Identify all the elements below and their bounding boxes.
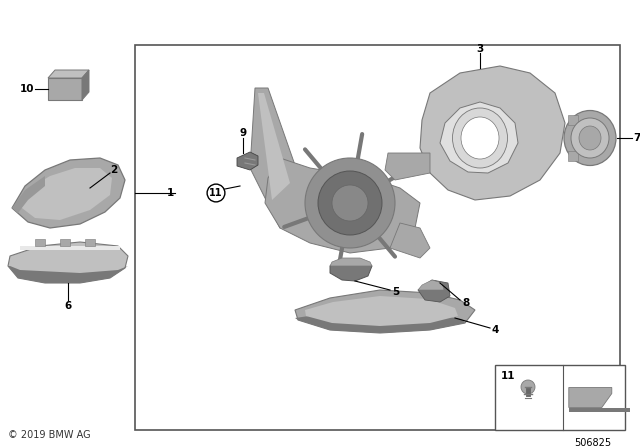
Polygon shape <box>390 223 430 258</box>
Polygon shape <box>82 70 89 100</box>
Circle shape <box>318 171 382 235</box>
Polygon shape <box>420 66 565 200</box>
Bar <box>85 239 95 246</box>
Polygon shape <box>237 152 258 170</box>
Circle shape <box>521 380 535 394</box>
Bar <box>135 45 620 430</box>
Text: © 2019 BMW AG: © 2019 BMW AG <box>8 430 91 440</box>
Bar <box>495 365 625 430</box>
Bar <box>20 246 120 250</box>
Polygon shape <box>265 158 420 253</box>
Ellipse shape <box>461 117 499 159</box>
Polygon shape <box>295 311 465 333</box>
Text: 10: 10 <box>20 84 35 94</box>
Text: 2: 2 <box>110 165 118 175</box>
Text: 7: 7 <box>634 133 640 143</box>
Ellipse shape <box>452 108 508 168</box>
Polygon shape <box>12 158 125 228</box>
Polygon shape <box>330 260 372 281</box>
Bar <box>569 408 630 412</box>
Text: 8: 8 <box>462 298 470 308</box>
Polygon shape <box>418 280 444 290</box>
Polygon shape <box>8 266 128 283</box>
Bar <box>60 239 70 246</box>
Ellipse shape <box>564 111 616 165</box>
Polygon shape <box>18 168 112 220</box>
Text: 6: 6 <box>65 301 72 311</box>
Text: 506825: 506825 <box>574 438 611 448</box>
Circle shape <box>332 185 368 221</box>
Polygon shape <box>8 242 128 283</box>
Text: 11: 11 <box>501 371 515 381</box>
Polygon shape <box>250 88 310 228</box>
Text: 11: 11 <box>209 188 223 198</box>
Polygon shape <box>12 176 45 213</box>
Ellipse shape <box>579 126 601 150</box>
Circle shape <box>305 158 395 248</box>
Text: 5: 5 <box>392 287 399 297</box>
Text: 9: 9 <box>239 128 246 138</box>
Polygon shape <box>48 70 89 78</box>
Polygon shape <box>305 296 458 326</box>
Text: 1: 1 <box>166 188 173 198</box>
Text: 4: 4 <box>492 325 499 335</box>
Bar <box>568 115 578 125</box>
Polygon shape <box>295 290 475 333</box>
Bar <box>48 78 82 100</box>
Polygon shape <box>330 258 372 266</box>
Bar <box>35 239 45 246</box>
Polygon shape <box>385 153 430 180</box>
Polygon shape <box>418 280 450 302</box>
Polygon shape <box>569 388 612 408</box>
Text: 3: 3 <box>476 44 484 54</box>
Bar <box>568 151 578 161</box>
Polygon shape <box>258 93 290 200</box>
Ellipse shape <box>571 118 609 158</box>
Polygon shape <box>440 102 518 173</box>
